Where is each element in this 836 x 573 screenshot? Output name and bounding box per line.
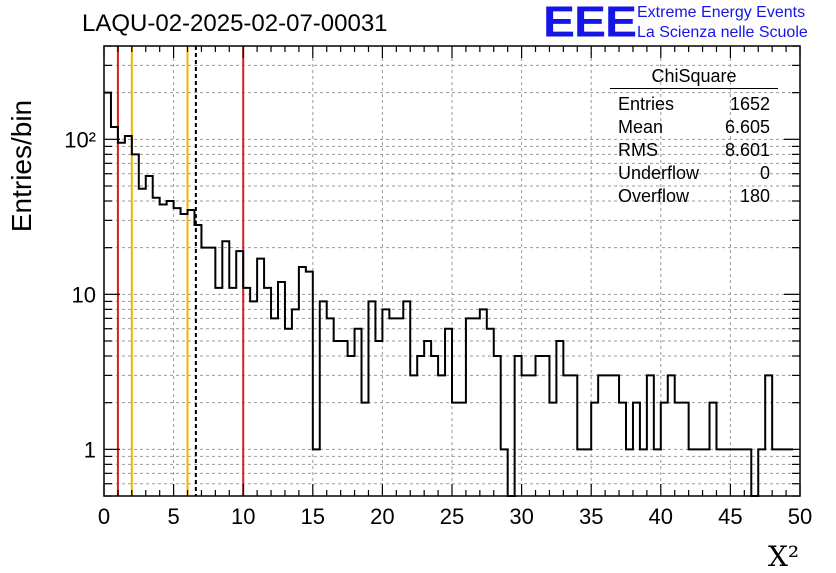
logo-line-1: Extreme Energy Events	[637, 4, 806, 21]
x-tick-label: 10	[231, 504, 255, 529]
y-tick-label: 1	[84, 437, 96, 462]
x-tick-label: 40	[649, 504, 673, 529]
stats-row-entries: Entries 1652	[610, 93, 778, 116]
stats-title: ChiSquare	[651, 66, 737, 86]
stats-box: ChiSquare Entries 1652 Mean 6.605 RMS 8.…	[610, 66, 778, 208]
stats-row-overflow: Overflow 180	[610, 185, 778, 208]
x-tick-label: 5	[167, 504, 179, 529]
x-tick-label: 0	[98, 504, 110, 529]
stats-row-mean: Mean 6.605	[610, 116, 778, 139]
stats-value: 6.605	[724, 117, 770, 137]
x-tick-label: 20	[370, 504, 394, 529]
stats-label: Mean	[618, 117, 664, 137]
x-tick-label: 30	[509, 504, 533, 529]
stats-row-rms: RMS 8.601	[610, 139, 778, 162]
y-axis-label: Entries/bin	[6, 99, 37, 233]
y-tick-label: 10	[72, 282, 96, 307]
stats-value: 8.601	[724, 140, 770, 160]
stats-value: 1652	[729, 94, 770, 114]
x-tick-label: 15	[301, 504, 325, 529]
histogram	[104, 91, 794, 497]
stats-label: Underflow	[618, 163, 700, 183]
axes: 0 5 10 15 20 25 30 35 40 45 50 1 10 10²	[64, 45, 812, 529]
logo-mark: EEE	[543, 0, 637, 47]
stats-label: RMS	[618, 140, 658, 160]
reference-lines	[116, 46, 245, 496]
stats-divider	[610, 88, 778, 89]
x-tick-label: 25	[440, 504, 464, 529]
chart-title: LAQU-02-2025-02-07-00031	[82, 10, 388, 37]
stats-value: 0	[759, 163, 770, 183]
stats-label: Entries	[618, 94, 675, 114]
stats-row-underflow: Underflow 0	[610, 162, 778, 185]
y-tick-label: 10²	[64, 127, 96, 152]
x-axis-label: X²	[768, 540, 800, 573]
stats-value: 180	[739, 186, 770, 206]
x-tick-label: 35	[579, 504, 603, 529]
stats-label: Overflow	[618, 186, 690, 206]
x-tick-label: 50	[788, 504, 812, 529]
logo-line-2: La Scienza nelle Scuole	[637, 24, 808, 41]
histogram-outline	[104, 91, 794, 497]
x-tick-label: 45	[718, 504, 742, 529]
